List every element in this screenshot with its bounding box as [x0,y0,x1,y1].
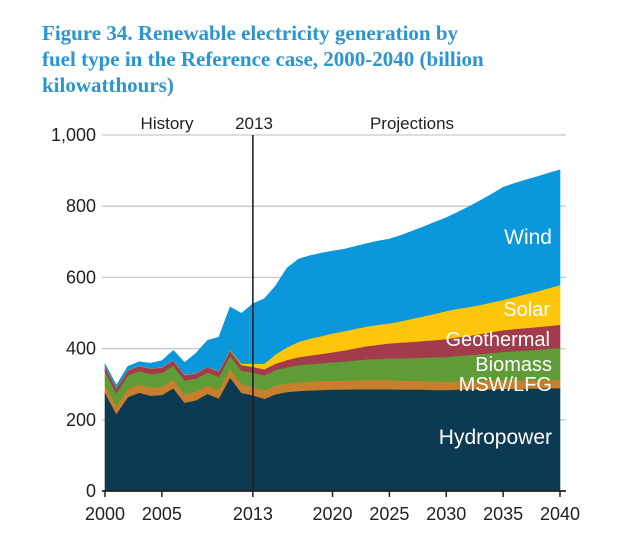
x-tick-label-2035: 2035 [483,504,523,524]
y-tick-label-600: 600 [66,267,96,287]
figure-title-line-1: Figure 34. Renewable electricity generat… [42,21,459,45]
x-tick-label-2030: 2030 [426,504,466,524]
x-tick-label-2020: 2020 [312,504,352,524]
figure-title: Figure 34. Renewable electricity generat… [42,20,572,98]
x-tick-label-2040: 2040 [540,504,580,524]
figure-title-line-2: fuel type in the Reference case, 2000-20… [42,47,484,71]
y-tick-label-400: 400 [66,339,96,359]
x-tick-label-2000: 2000 [85,504,125,524]
area-wind [104,169,561,389]
header-label-2013: 2013 [235,114,273,133]
y-tick-label-200: 200 [66,410,96,430]
x-tick-label-2025: 2025 [369,504,409,524]
area-label-wind: Wind [504,226,552,249]
header-label-history: History [141,114,194,133]
y-tick-label-800: 800 [66,196,96,216]
x-tick-label-2005: 2005 [142,504,182,524]
area-label-solar: Solar [503,299,550,321]
area-label-biomass: Biomass [475,354,552,376]
area-label-msw-lfg: MSW/LFG [459,374,552,396]
y-tick-label-0: 0 [86,481,96,501]
area-label-geothermal: Geothermal [446,329,551,351]
header-label-projections: Projections [370,114,454,133]
figure-title-line-3: kilowatthours) [42,73,174,97]
y-tick-label-1000: 1,000 [51,125,96,145]
x-tick-label-2013: 2013 [233,504,273,524]
area-label-hydropower: Hydropower [439,426,552,449]
